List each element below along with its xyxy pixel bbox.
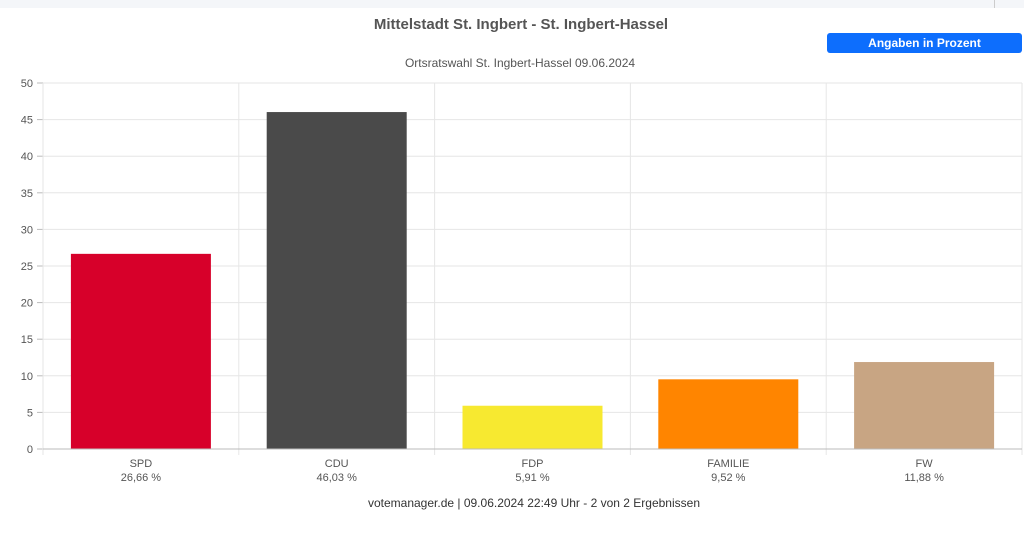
x-tick-label: FAMILIE: [707, 458, 749, 470]
bar-fdp: [462, 405, 603, 449]
chart-footer: votemanager.de | 09.06.2024 22:49 Uhr - …: [367, 496, 700, 510]
y-tick-label: 50: [21, 78, 33, 90]
x-tick-label: FW: [916, 458, 934, 470]
y-tick-label: 20: [21, 298, 33, 310]
top-strip-divider: [994, 0, 995, 8]
x-tick-label: SPD: [130, 458, 153, 470]
y-tick-label: 15: [21, 334, 33, 346]
bar-cdu: [266, 112, 407, 450]
data-label: 46,03 %: [317, 472, 358, 484]
data-label: 9,52 %: [711, 472, 745, 484]
x-tick-label: FDP: [522, 458, 544, 470]
x-tick-label: CDU: [325, 458, 349, 470]
y-tick-label: 35: [21, 188, 33, 200]
y-tick-label: 5: [27, 407, 33, 419]
chart-subtitle: Ortsratswahl St. Ingbert-Hassel 09.06.20…: [404, 56, 636, 70]
data-label: 5,91 %: [515, 472, 549, 484]
bar-spd: [70, 253, 211, 449]
bar-familie: [658, 379, 799, 449]
top-strip: [0, 0, 1024, 8]
chart-title: Mittelstadt St. Ingbert - St. Ingbert-Ha…: [373, 16, 669, 33]
y-tick-label: 45: [21, 115, 33, 127]
y-tick-label: 0: [27, 444, 33, 456]
data-label: 26,66 %: [121, 472, 162, 484]
y-tick-label: 30: [21, 224, 33, 236]
data-label: 11,88 %: [904, 472, 944, 484]
percent-toggle-button[interactable]: Angaben in Prozent: [827, 33, 1022, 53]
y-tick-label: 10: [21, 371, 33, 383]
bar-fw: [854, 362, 995, 449]
y-tick-label: 40: [21, 151, 33, 163]
y-tick-label: 25: [21, 261, 33, 273]
